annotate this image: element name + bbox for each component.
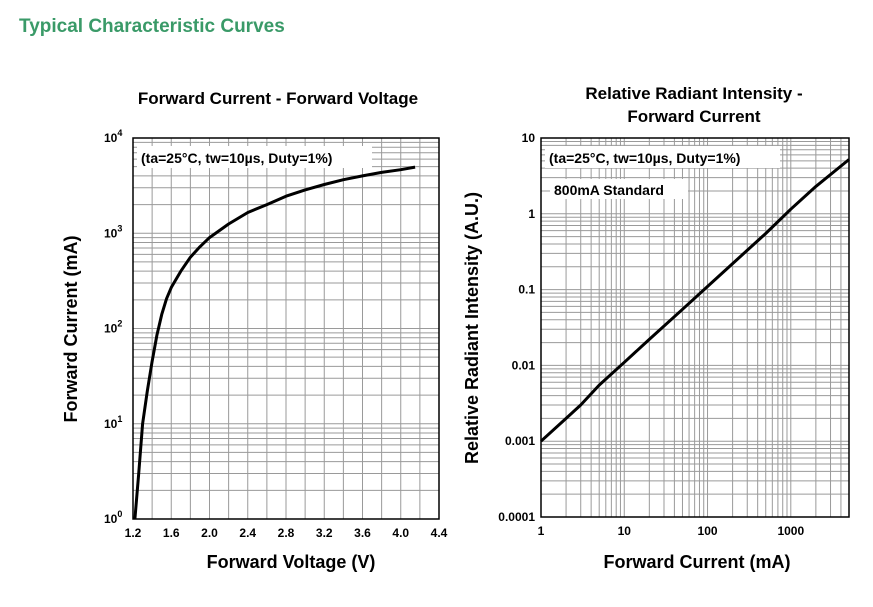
chart2-grid bbox=[540, 137, 850, 518]
chart1-x-tick-label: 1.6 bbox=[163, 526, 180, 540]
chart1-x-tick-label: 2.4 bbox=[239, 526, 256, 540]
chart1-series-line bbox=[133, 165, 416, 520]
chart2-x-tick-label: 1 bbox=[538, 524, 545, 538]
chart2-title-line1: Relative Radiant Intensity - bbox=[585, 84, 802, 103]
chart2-annotation2-bg bbox=[550, 179, 688, 199]
chart1-x-tick-label: 3.2 bbox=[316, 526, 333, 540]
chart1-grid bbox=[132, 137, 440, 520]
chart1-x-tick-label: 2.8 bbox=[278, 526, 295, 540]
chart2-annotation-bg bbox=[545, 146, 780, 168]
chart1-y-tick-label: 100 bbox=[104, 509, 122, 526]
chart1-x-tick-label: 3.6 bbox=[354, 526, 371, 540]
chart2-x-tick-label: 1000 bbox=[777, 524, 804, 538]
chart2-y-tick-label: 0.1 bbox=[518, 283, 535, 297]
chart2-x-tick-label: 10 bbox=[618, 524, 632, 538]
chart2-series-line bbox=[539, 158, 850, 443]
chart2-annotation2: 800mA Standard bbox=[554, 182, 664, 198]
chart1-frame bbox=[132, 137, 440, 520]
chart1-title: Forward Current - Forward Voltage bbox=[138, 89, 418, 108]
chart1-y-tick-label: 103 bbox=[104, 223, 122, 240]
chart2-x-tick-label: 100 bbox=[698, 524, 718, 538]
chart1-y-label: Forward Current (mA) bbox=[61, 235, 81, 422]
chart2-y-tick-label: 0.01 bbox=[512, 358, 536, 372]
chart2-title-line2: Forward Current bbox=[627, 107, 761, 126]
chart1-x-tick-label: 4.4 bbox=[431, 526, 448, 540]
chart2-y-tick-label: 0.0001 bbox=[498, 510, 535, 524]
chart2-x-ticks: 1 10 100 1000 bbox=[538, 524, 805, 538]
chart2-y-tick-label: 10 bbox=[522, 131, 536, 145]
chart1-x-tick-label: 1.2 bbox=[125, 526, 142, 540]
chart-radiant-intensity-current: Relative Radiant Intensity - Forward Cur… bbox=[462, 84, 850, 572]
chart-forward-current-voltage: Forward Current - Forward Voltage 1.2 1.6… bbox=[61, 89, 448, 572]
chart2-x-label: Forward Current (mA) bbox=[603, 552, 790, 572]
chart1-x-tick-label: 2.0 bbox=[201, 526, 218, 540]
chart1-annotation-bg bbox=[137, 146, 372, 168]
chart2-y-ticks: 10 1 0.1 0.01 0.001 0.0001 bbox=[498, 131, 535, 524]
chart1-y-ticks: 100 101 102 103 104 bbox=[104, 128, 122, 526]
chart1-y-tick-label: 102 bbox=[104, 319, 122, 336]
chart1-x-ticks: 1.2 1.6 2.0 2.4 2.8 3.2 3.6 4.0 4.4 bbox=[125, 526, 448, 540]
chart2-y-tick-label: 0.001 bbox=[505, 434, 535, 448]
chart1-x-tick-label: 4.0 bbox=[392, 526, 409, 540]
chart1-y-tick-label: 101 bbox=[104, 414, 122, 431]
chart1-annotation: (ta=25°C, tw=10µs, Duty=1%) bbox=[141, 150, 332, 166]
chart2-frame bbox=[540, 137, 850, 518]
chart1-y-tick-label: 104 bbox=[104, 128, 122, 145]
chart2-y-tick-label: 1 bbox=[528, 207, 535, 221]
chart2-y-label: Relative Radiant Intensity (A.U.) bbox=[462, 192, 482, 464]
chart1-x-label: Forward Voltage (V) bbox=[207, 552, 376, 572]
section-title: Typical Characteristic Curves bbox=[19, 16, 285, 37]
chart2-annotation: (ta=25°C, tw=10µs, Duty=1%) bbox=[549, 150, 740, 166]
